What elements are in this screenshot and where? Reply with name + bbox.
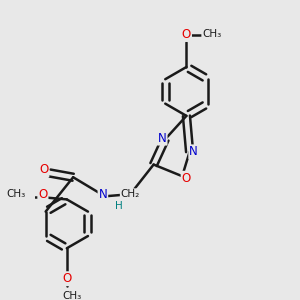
Text: CH₃: CH₃	[202, 28, 221, 38]
Text: O: O	[39, 164, 48, 176]
Text: O: O	[62, 272, 71, 285]
Text: N: N	[98, 188, 107, 201]
Text: N: N	[189, 145, 198, 158]
Text: CH₂: CH₂	[121, 189, 140, 199]
Text: N: N	[158, 132, 167, 145]
Text: H: H	[115, 201, 123, 212]
Text: CH₃: CH₃	[62, 291, 82, 300]
Text: CH₃: CH₃	[6, 189, 25, 199]
Text: O: O	[182, 172, 191, 185]
Text: O: O	[182, 28, 191, 41]
Text: O: O	[38, 188, 47, 201]
